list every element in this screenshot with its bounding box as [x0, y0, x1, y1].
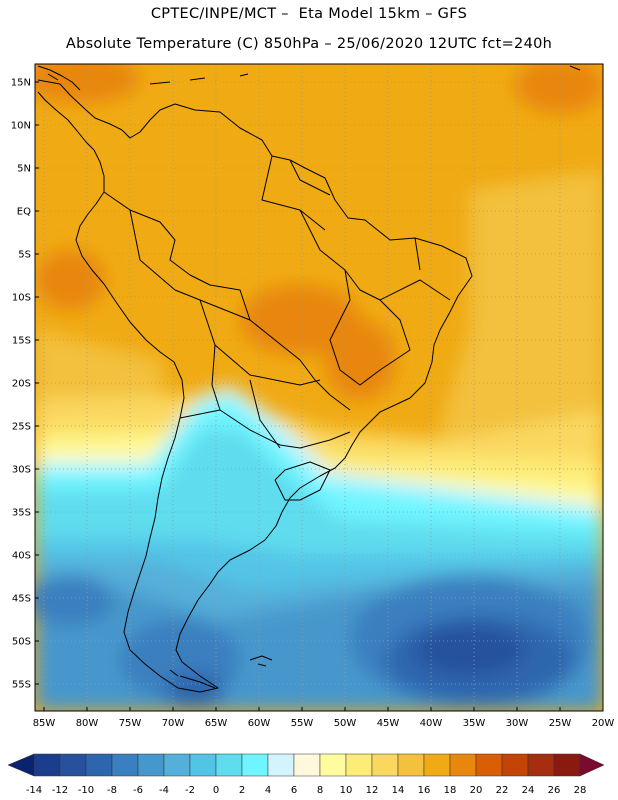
colorbar-tick-label: 6 — [291, 785, 297, 796]
colorbar-swatch — [449, 753, 477, 777]
south-america-coast — [37, 79, 473, 693]
latitude-tick-label: 10N — [11, 121, 31, 132]
colorbar-swatch — [527, 753, 555, 777]
latitude-tick-label: 50S — [12, 637, 31, 648]
plot-frame — [34, 63, 604, 712]
longitude-tick-label: 40W — [420, 718, 443, 729]
latitude-tick-label: 40S — [12, 551, 31, 562]
chart-title: CPTEC/INPE/MCT – Eta Model 15km – GFS — [150, 6, 468, 22]
longitude-tick-label: 60W — [248, 718, 271, 729]
country-borders — [103, 155, 451, 501]
colorbar-swatch — [189, 753, 217, 777]
colorbar-tick-label: -2 — [185, 785, 195, 796]
colorbar-swatch — [59, 753, 87, 777]
colorbar-tick-label: 0 — [213, 785, 219, 796]
colorbar-tick-label: -10 — [78, 785, 94, 796]
longitude-tick-label: 85W — [33, 718, 56, 729]
colorbar-swatch — [501, 753, 529, 777]
latitude-tick-label: 20S — [12, 379, 31, 390]
latitude-tick-label: 5N — [17, 164, 31, 175]
colorbar-tick-label: 18 — [444, 785, 457, 796]
colorbar-tick-label: 26 — [548, 785, 561, 796]
latitude-tick-label: 30S — [12, 465, 31, 476]
colorbar-tick-label: 8 — [317, 785, 323, 796]
longitude-tick-label: 55W — [291, 718, 314, 729]
colorbar-tick-label: -8 — [107, 785, 117, 796]
colorbar-tick-label: -14 — [26, 785, 42, 796]
caribbean-islands — [149, 65, 581, 85]
colorbar-swatch — [267, 753, 295, 777]
chart-subtitle: Absolute Temperature (C) 850hPa – 25/06/… — [65, 36, 553, 52]
longitude-tick-label: 35W — [463, 718, 486, 729]
colorbar-tick-label: -4 — [159, 785, 169, 796]
latitude-tick-label: EQ — [17, 207, 31, 218]
colorbar-tick-label: 10 — [340, 785, 353, 796]
latitude-tick-label: 35S — [12, 508, 31, 519]
colorbar-tick-label: 24 — [522, 785, 535, 796]
central-america — [37, 65, 81, 91]
falklands — [249, 655, 273, 667]
colorbar-swatch — [33, 753, 61, 777]
latitude-tick-label: 55S — [12, 680, 31, 691]
colorbar-over-arrow — [579, 753, 605, 777]
tierra-del-fuego — [169, 669, 216, 689]
longitude-tick-label: 20W — [592, 718, 615, 729]
colorbar — [7, 753, 605, 777]
colorbar-swatch — [85, 753, 113, 777]
colorbar-swatch — [137, 753, 165, 777]
colorbar-labels: -14 -12 -10 -8 -6 -4 -2 0 2 4 6 8 10 12 14 16 18 20 22 24 26… — [26, 785, 587, 796]
latitude-tick-label: 15N — [11, 78, 31, 89]
colorbar-swatch — [397, 753, 425, 777]
latitude-labels: 15N 10N 5N EQ 5S 10S 15S 20S 25S 30S 35S 40S 45S 50S 5… — [11, 78, 39, 691]
longitude-tick-label: 45W — [377, 718, 400, 729]
colorbar-tick-label: 12 — [366, 785, 379, 796]
longitude-tick-label: 75W — [119, 718, 142, 729]
colorbar-swatch — [475, 753, 503, 777]
longitude-tick-label: 30W — [506, 718, 529, 729]
colorbar-swatch — [293, 753, 321, 777]
longitude-tick-label: 80W — [76, 718, 99, 729]
colorbar-swatch — [423, 753, 451, 777]
longitude-tick-label: 65W — [205, 718, 228, 729]
colorbar-tick-label: -6 — [133, 785, 143, 796]
longitude-tick-label: 70W — [162, 718, 185, 729]
latitude-tick-label: 45S — [12, 594, 31, 605]
latitude-tick-label: 10S — [12, 293, 31, 304]
longitude-labels: 85W 80W 75W 70W 65W 60W 55W 50W 45W 40W 35W 30W 25W 2… — [33, 707, 615, 729]
colorbar-tick-label: 28 — [574, 785, 587, 796]
colorbar-tick-label: 14 — [392, 785, 405, 796]
colorbar-tick-label: -12 — [52, 785, 68, 796]
colorbar-swatch — [241, 753, 269, 777]
colorbar-tick-label: 4 — [265, 785, 271, 796]
colorbar-swatch — [319, 753, 347, 777]
temperature-field — [35, 64, 603, 711]
colorbar-tick-label: 2 — [239, 785, 245, 796]
colorbar-under-arrow — [7, 753, 35, 777]
longitude-tick-label: 25W — [549, 718, 572, 729]
longitude-tick-label: 50W — [334, 718, 357, 729]
colorbar-tick-label: 16 — [418, 785, 431, 796]
latitude-tick-label: 5S — [18, 250, 31, 261]
coastlines — [37, 65, 581, 693]
colorbar-swatch — [371, 753, 399, 777]
colorbar-tick-label: 20 — [470, 785, 483, 796]
colorbar-swatch — [345, 753, 373, 777]
colorbar-swatch — [215, 753, 243, 777]
colorbar-swatch — [553, 753, 581, 777]
colorbar-tick-label: 22 — [496, 785, 509, 796]
colorbar-swatch — [111, 753, 139, 777]
colorbar-swatch — [163, 753, 191, 777]
latitude-tick-label: 25S — [12, 422, 31, 433]
graticule — [35, 64, 603, 711]
latitude-tick-label: 15S — [12, 336, 31, 347]
